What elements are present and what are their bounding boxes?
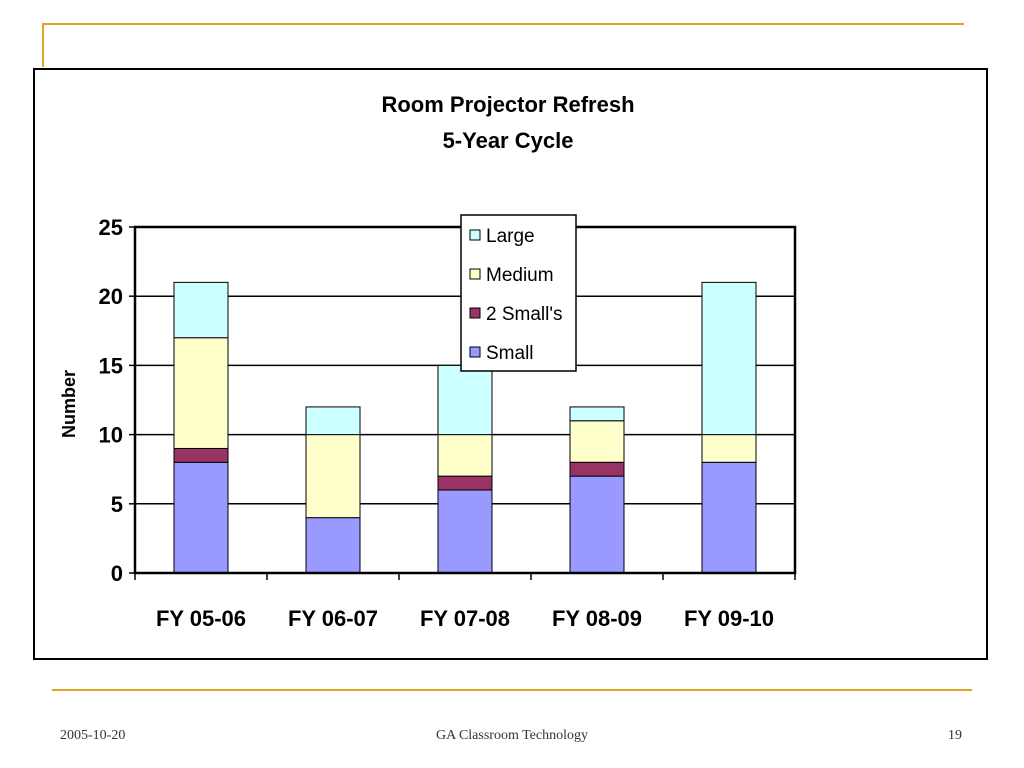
stacked-bar-chart: Room Projector Refresh 5-Year Cycle Numb…: [59, 92, 797, 631]
y-tick-label: 10: [99, 423, 123, 448]
left-accent-line: [42, 23, 44, 67]
bar-segment: [437, 475, 493, 491]
legend-box: [460, 214, 577, 372]
chart-frame: Room Projector Refresh 5-Year Cycle Numb…: [33, 68, 988, 660]
x-tick-label: FY 08-09: [552, 606, 642, 631]
bar-segment: [173, 281, 229, 339]
bar-segment: [437, 434, 493, 477]
bar-segment: [569, 406, 625, 422]
x-tick-label: FY 09-10: [684, 606, 774, 631]
x-tick-label: FY 05-06: [156, 606, 246, 631]
bar-segment: [437, 489, 493, 574]
x-tick-label: FY 06-07: [288, 606, 378, 631]
top-accent-line: [42, 23, 964, 25]
legend-swatch: [469, 307, 481, 319]
x-tick-label: FY 07-08: [420, 606, 510, 631]
chart-title: Room Projector Refresh: [381, 92, 634, 117]
bar-segment: [701, 434, 757, 463]
legend-swatch: [469, 346, 481, 358]
legend-label: Medium: [486, 265, 554, 286]
bar-segment: [173, 447, 229, 463]
y-tick-label: 0: [111, 561, 123, 586]
legend-label: Small: [486, 343, 534, 364]
footer-title: GA Classroom Technology: [436, 728, 588, 743]
legend-swatch: [469, 229, 481, 241]
page-number: 19: [948, 728, 962, 743]
legend-swatch: [469, 268, 481, 280]
footer-date: 2005-10-20: [60, 728, 126, 743]
bottom-accent-line: [52, 689, 972, 691]
legend-label: Large: [486, 226, 535, 247]
y-axis-title: Number: [59, 370, 79, 438]
bar-segment: [305, 406, 361, 436]
bar-segment: [173, 461, 229, 574]
legend-label: 2 Small's: [486, 304, 562, 325]
bar-segment: [173, 337, 229, 449]
bar-segment: [569, 475, 625, 574]
bar-segment: [569, 461, 625, 477]
y-tick-label: 15: [99, 353, 123, 378]
bar-segment: [569, 420, 625, 463]
y-tick-label: 5: [111, 492, 123, 517]
bar-segment: [701, 281, 757, 436]
bar-segment: [305, 517, 361, 574]
y-tick-label: 25: [99, 215, 123, 240]
bar-segment: [437, 364, 493, 436]
chart-subtitle: 5-Year Cycle: [443, 128, 574, 153]
bar-segment: [305, 434, 361, 519]
y-tick-label: 20: [99, 284, 123, 309]
bar-segment: [701, 461, 757, 574]
